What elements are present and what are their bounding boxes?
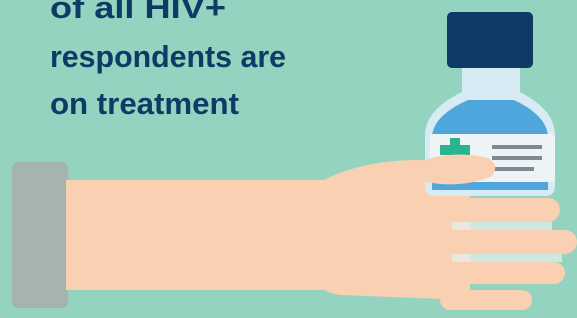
finger-gap [452,254,562,262]
bottle-cap [447,12,533,68]
label-line [492,167,534,171]
sleeve [12,162,68,308]
page: of all HIV+ respondents are on treatment… [0,0,577,318]
headline-line: respondents are [50,39,286,74]
finger [452,230,577,254]
finger [452,262,565,284]
headline-line: on treatment [50,86,239,121]
headline-line: of all HIV+ [50,0,226,25]
label-line [492,145,542,149]
finger-gap [452,222,552,230]
label-line [492,156,542,160]
finger [440,290,532,310]
label-cross [440,145,470,155]
infographic: of all HIV+ respondents are on treatment [0,0,577,318]
finger [452,198,560,222]
